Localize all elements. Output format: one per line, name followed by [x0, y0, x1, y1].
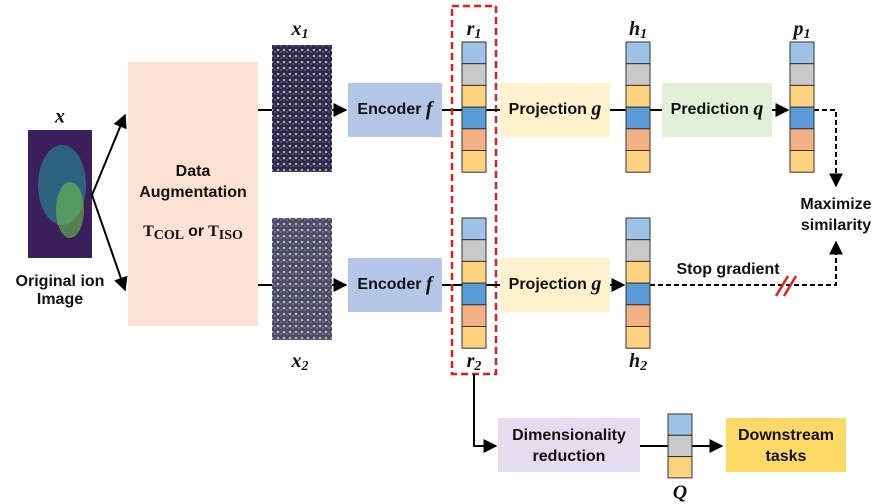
vector-cell — [462, 240, 486, 262]
symbol-sub: 2 — [301, 359, 309, 374]
transform: T — [208, 223, 219, 240]
projection-var: g — [590, 273, 601, 295]
vector-cell — [462, 283, 486, 305]
vector-cell — [626, 129, 650, 151]
symbol: r — [467, 350, 475, 372]
reduced-symbol: Q — [673, 482, 687, 504]
vector-cell — [626, 218, 650, 240]
vector-cell — [668, 435, 692, 456]
vector-cell — [462, 107, 486, 129]
symbol-sub: 1 — [474, 27, 481, 42]
vector-cell — [462, 327, 486, 349]
encoder-text: Encoder — [357, 276, 421, 293]
projection-var: g — [590, 98, 601, 120]
symbol-sub: 1 — [640, 27, 647, 42]
vector-cell — [790, 107, 814, 129]
vector-cell — [462, 151, 486, 173]
vector-cell — [668, 457, 692, 478]
vector-cell — [626, 327, 650, 349]
objective: similarity — [801, 217, 871, 234]
transform: T — [143, 223, 154, 240]
symbol: h — [629, 18, 640, 40]
symbol-sub: 2 — [639, 359, 647, 374]
vector-cell — [668, 414, 692, 435]
augmentation-title: Data — [176, 163, 211, 180]
projected-symbol: h1 — [629, 18, 647, 43]
vector-cell — [790, 151, 814, 173]
arrow — [92, 115, 125, 195]
input-symbol: x — [54, 106, 65, 128]
diagram: x Original ion Image Data Augmentation T… — [0, 0, 875, 504]
symbol-sub: 1 — [804, 27, 811, 42]
vector-cell — [790, 129, 814, 151]
projected-symbol: h2 — [629, 350, 647, 375]
encoder-text: Encoder — [357, 101, 421, 118]
vector-cell — [626, 283, 650, 305]
input-caption: Original ion — [16, 273, 105, 290]
vector-cell — [790, 42, 814, 64]
downstream-label: tasks — [766, 448, 807, 465]
encoder-label: Encoder f — [357, 98, 434, 120]
symbol-sub: 1 — [302, 27, 309, 42]
view-symbol: x1 — [291, 18, 309, 43]
reduction-label: Dimensionality — [512, 427, 626, 444]
prediction-text: Prediction — [671, 101, 749, 118]
symbol: x — [291, 18, 302, 40]
symbol-sub: 2 — [473, 359, 481, 374]
encoder-label: Encoder f — [357, 273, 434, 295]
vector-cell — [626, 107, 650, 129]
stop-gradient-label: Stop gradient — [676, 261, 780, 278]
projection-text: Projection — [509, 276, 587, 293]
vector-cell — [626, 151, 650, 173]
projection-label: Projection g — [509, 273, 602, 295]
arrow — [474, 374, 496, 446]
representation-symbol: r2 — [467, 350, 482, 375]
projection-text: Projection — [509, 101, 587, 118]
reduction-label: reduction — [533, 448, 606, 465]
vector-cell — [462, 85, 486, 107]
vector-cell — [462, 261, 486, 283]
view-image — [272, 218, 332, 340]
vector-cell — [626, 305, 650, 327]
image-texture — [56, 182, 84, 238]
vector-cell — [462, 129, 486, 151]
vector-cell — [790, 85, 814, 107]
input-caption: Image — [37, 291, 83, 308]
vector-cell — [462, 305, 486, 327]
vector-cell — [626, 240, 650, 262]
augmentation-title: Augmentation — [139, 184, 247, 201]
view-image — [272, 45, 332, 172]
objective: Maximize — [800, 196, 871, 213]
transform-sub: COL — [154, 228, 184, 243]
vector-cell — [462, 218, 486, 240]
dashed-arrow — [814, 110, 836, 186]
projection-label: Projection g — [509, 98, 602, 120]
symbol: r — [467, 18, 475, 40]
prediction-symbol: p1 — [792, 18, 811, 43]
view-symbol: x2 — [291, 350, 309, 375]
vector-cell — [626, 42, 650, 64]
vector-cell — [790, 64, 814, 86]
vector-cell — [626, 64, 650, 86]
symbol: x — [291, 350, 302, 372]
symbol: h — [629, 350, 640, 372]
vector-cell — [626, 261, 650, 283]
vector-cell — [462, 64, 486, 86]
representation-symbol: r1 — [467, 18, 482, 43]
transform-sub: ISO — [219, 228, 243, 243]
vector-cell — [626, 85, 650, 107]
symbol: p — [792, 18, 804, 40]
transform-joiner: or — [188, 223, 204, 240]
prediction-var: q — [753, 98, 763, 120]
prediction-label: Prediction q — [671, 98, 764, 120]
downstream-label: Downstream — [738, 427, 834, 444]
vector-cell — [462, 42, 486, 64]
